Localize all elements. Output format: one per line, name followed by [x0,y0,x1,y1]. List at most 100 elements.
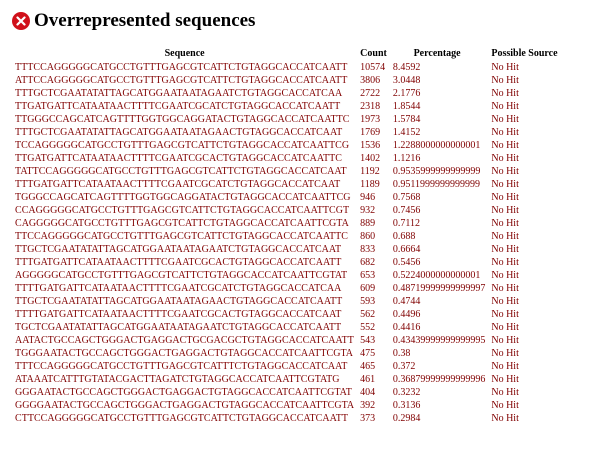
count-cell: 932 [360,205,376,216]
percentage-cell: 1.4152 [392,127,421,138]
percentage-cell: 0.48719999999999997 [392,283,486,294]
percentage-cell: 8.4592 [392,62,421,73]
possible-source-cell: No Hit [491,244,519,255]
count-cell: 860 [360,231,376,242]
count-cell: 1402 [360,153,381,164]
sequence-cell: CTTCCAGGGGGCATGCCTGTTTGAGCGTCATTCTGTAGGC… [15,413,348,424]
sequence-cell: GGGAATACTGCCAGCTGGGACTGAGGACTGTAGGCACCAT… [15,387,352,398]
sequence-cell: TTTGATGATTCATAATAACTTTTCGAATCGCATCTGTAGG… [15,179,341,190]
table-row: TTTGCTCGAATATATTAGCATGGAATAATAGAATCTGTAG… [12,87,561,100]
column-header-sequence: Sequence [164,48,205,59]
count-cell: 552 [360,322,376,333]
possible-source-cell: No Hit [491,413,519,424]
table-row: TGCTCGAATATATTAGCATGGAATAATAGAATCTGTAGGC… [12,321,561,334]
possible-source-cell: No Hit [491,127,519,138]
sequence-cell: TTTGCTCGAATATATTAGCATGGAATAATAGAACTGTAGG… [15,127,343,138]
possible-source-cell: No Hit [491,387,519,398]
count-cell: 543 [360,335,376,346]
possible-source-cell: No Hit [491,218,519,229]
count-cell: 593 [360,296,376,307]
sequence-cell: TATTCCAGGGGGCATGCCTGTTTGAGCGTCATTCTGTAGG… [15,166,347,177]
percentage-cell: 0.3232 [392,387,421,398]
sequence-cell: TTTTGATGATTCATAATAACTTTTCGAATCGCATCTGTAG… [15,283,342,294]
possible-source-cell: No Hit [491,374,519,385]
overrepresented-sequences-table: Sequence Count Percentage Possible Sourc… [12,48,561,425]
table-row: TTTTGATGATTCATAATAACTTTTCGAATCGCATCTGTAG… [12,282,561,295]
percentage-cell: 1.8544 [392,101,421,112]
count-cell: 3806 [360,75,381,86]
count-cell: 1769 [360,127,381,138]
column-header-count: Count [360,48,387,59]
percentage-cell: 3.0448 [392,75,421,86]
table-row: TTTTGATGATTCATAATAACTTTTCGAATCGCACTGTAGG… [12,308,561,321]
sequence-cell: CAGGGGGCATGCCTGTTTGAGCGTCATTCTGTAGGCACCA… [15,218,349,229]
sequence-cell: TGGGAATACTGCCAGCTGGGACTGAGGACTGTAGGCACCA… [15,348,354,359]
table-row: TTTCCAGGGGGCATGCCTGTTTGAGCGTCATTCTGTAGGC… [12,61,561,74]
percentage-cell: 0.5224000000000001 [392,270,481,281]
table-row: TATTCCAGGGGGCATGCCTGTTTGAGCGTCATTCTGTAGG… [12,165,561,178]
sequence-cell: TTTGATGATTCATAATAACTTTTCGAATCGCACTGTAGGC… [15,257,342,268]
possible-source-cell: No Hit [491,166,519,177]
percentage-cell: 0.38 [392,348,411,359]
page-title: Overrepresented sequences [34,10,256,31]
table-row: TTGCTCGAATATATTAGCATGGAATAATAGAATCTGTAGG… [12,243,561,256]
percentage-cell: 0.5456 [392,257,421,268]
count-cell: 404 [360,387,376,398]
count-cell: 10574 [360,62,386,73]
count-cell: 2318 [360,101,381,112]
cross-glyph [16,16,26,26]
percentage-cell: 0.36879999999999996 [392,374,486,385]
percentage-cell: 1.1216 [392,153,421,164]
percentage-cell: 0.9535999999999999 [392,166,481,177]
table-row: CCAGGGGGCATGCCTGTTTGAGCGTCATTCTGTAGGCACC… [12,204,561,217]
possible-source-cell: No Hit [491,231,519,242]
sequence-cell: TCCAGGGGGCATGCCTGTTTGAGCGTCATTCTGTAGGCAC… [15,140,350,151]
percentage-cell: 0.9511999999999999 [392,179,480,190]
table-row: TTCCAGGGGGCATGCCTGTTTGAGCGTCATTCTGTAGGCA… [12,230,561,243]
possible-source-cell: No Hit [491,114,519,125]
table-row: TTGATGATTCATAATAACTTTTCGAATCGCACTGTAGGCA… [12,152,561,165]
percentage-cell: 0.2984 [392,413,421,424]
possible-source-cell: No Hit [491,179,519,190]
percentage-cell: 0.3136 [392,400,421,411]
sequence-cell: GGGGAATACTGCCAGCTGGGACTGAGGACTGTAGGCACCA… [15,400,355,411]
possible-source-cell: No Hit [491,348,519,359]
table-row: ATTCCAGGGGGCATGCCTGTTTGAGCGTCATTCTGTAGGC… [12,74,561,87]
table-row: GGGAATACTGCCAGCTGGGACTGAGGACTGTAGGCACCAT… [12,386,561,399]
sequence-cell: TTGCTCGAATATATTAGCATGGAATAATAGAATCTGTAGG… [15,244,342,255]
sequence-cell: TTCCAGGGGGCATGCCTGTTTGAGCGTCATTCTGTAGGCA… [15,231,348,242]
table-row: CAGGGGGCATGCCTGTTTGAGCGTCATTCTGTAGGCACCA… [12,217,561,230]
possible-source-cell: No Hit [491,62,519,73]
count-cell: 373 [360,413,376,424]
table-row: AATACTGCCAGCTGGGACTGAGGACTGCGACGCTGTAGGC… [12,334,561,347]
sequence-cell: TTTGCTCGAATATATTAGCATGGAATAATAGAATCTGTAG… [15,88,343,99]
possible-source-cell: No Hit [491,400,519,411]
possible-source-cell: No Hit [491,192,519,203]
table-row: TGGGAATACTGCCAGCTGGGACTGAGGACTGTAGGCACCA… [12,347,561,360]
percentage-cell: 0.7456 [392,205,421,216]
count-cell: 609 [360,283,376,294]
table-row: TGGGCCAGCATCAGTTTTGGTGGCAGGATACTGTAGGCAC… [12,191,561,204]
table-row: TTTGCTCGAATATATTAGCATGGAATAATAGAACTGTAGG… [12,126,561,139]
table-body: TTTCCAGGGGGCATGCCTGTTTGAGCGTCATTCTGTAGGC… [12,61,561,425]
table-row: TTTCCAGGGGGCATGCCTGTTTGAGCGTCATTTCTGTAGG… [12,360,561,373]
table-row: TTGCTCGAATATATTAGCATGGAATAATAGAACTGTAGGC… [12,295,561,308]
possible-source-cell: No Hit [491,283,519,294]
count-cell: 1536 [360,140,381,151]
possible-source-cell: No Hit [491,88,519,99]
count-cell: 465 [360,361,376,372]
column-header-possible-source: Possible Source [491,48,558,59]
possible-source-cell: No Hit [491,309,519,320]
sequence-cell: AGGGGGCATGCCTGTTTGAGCGTCATTCTGTAGGCACCAT… [15,270,348,281]
percentage-cell: 0.4496 [392,309,421,320]
table-row: TTGATGATTCATAATAACTTTTCGAATCGCATCTGTAGGC… [12,100,561,113]
possible-source-cell: No Hit [491,270,519,281]
table-header-row: Sequence Count Percentage Possible Sourc… [12,48,561,61]
possible-source-cell: No Hit [491,140,519,151]
module-header: Overrepresented sequences [12,10,255,32]
table-row: GGGGAATACTGCCAGCTGGGACTGAGGACTGTAGGCACCA… [12,399,561,412]
sequence-cell: TTGATGATTCATAATAACTTTTCGAATCGCACTGTAGGCA… [15,153,342,164]
count-cell: 1192 [360,166,380,177]
percentage-cell: 0.372 [392,361,416,372]
percentage-cell: 0.7112 [392,218,420,229]
